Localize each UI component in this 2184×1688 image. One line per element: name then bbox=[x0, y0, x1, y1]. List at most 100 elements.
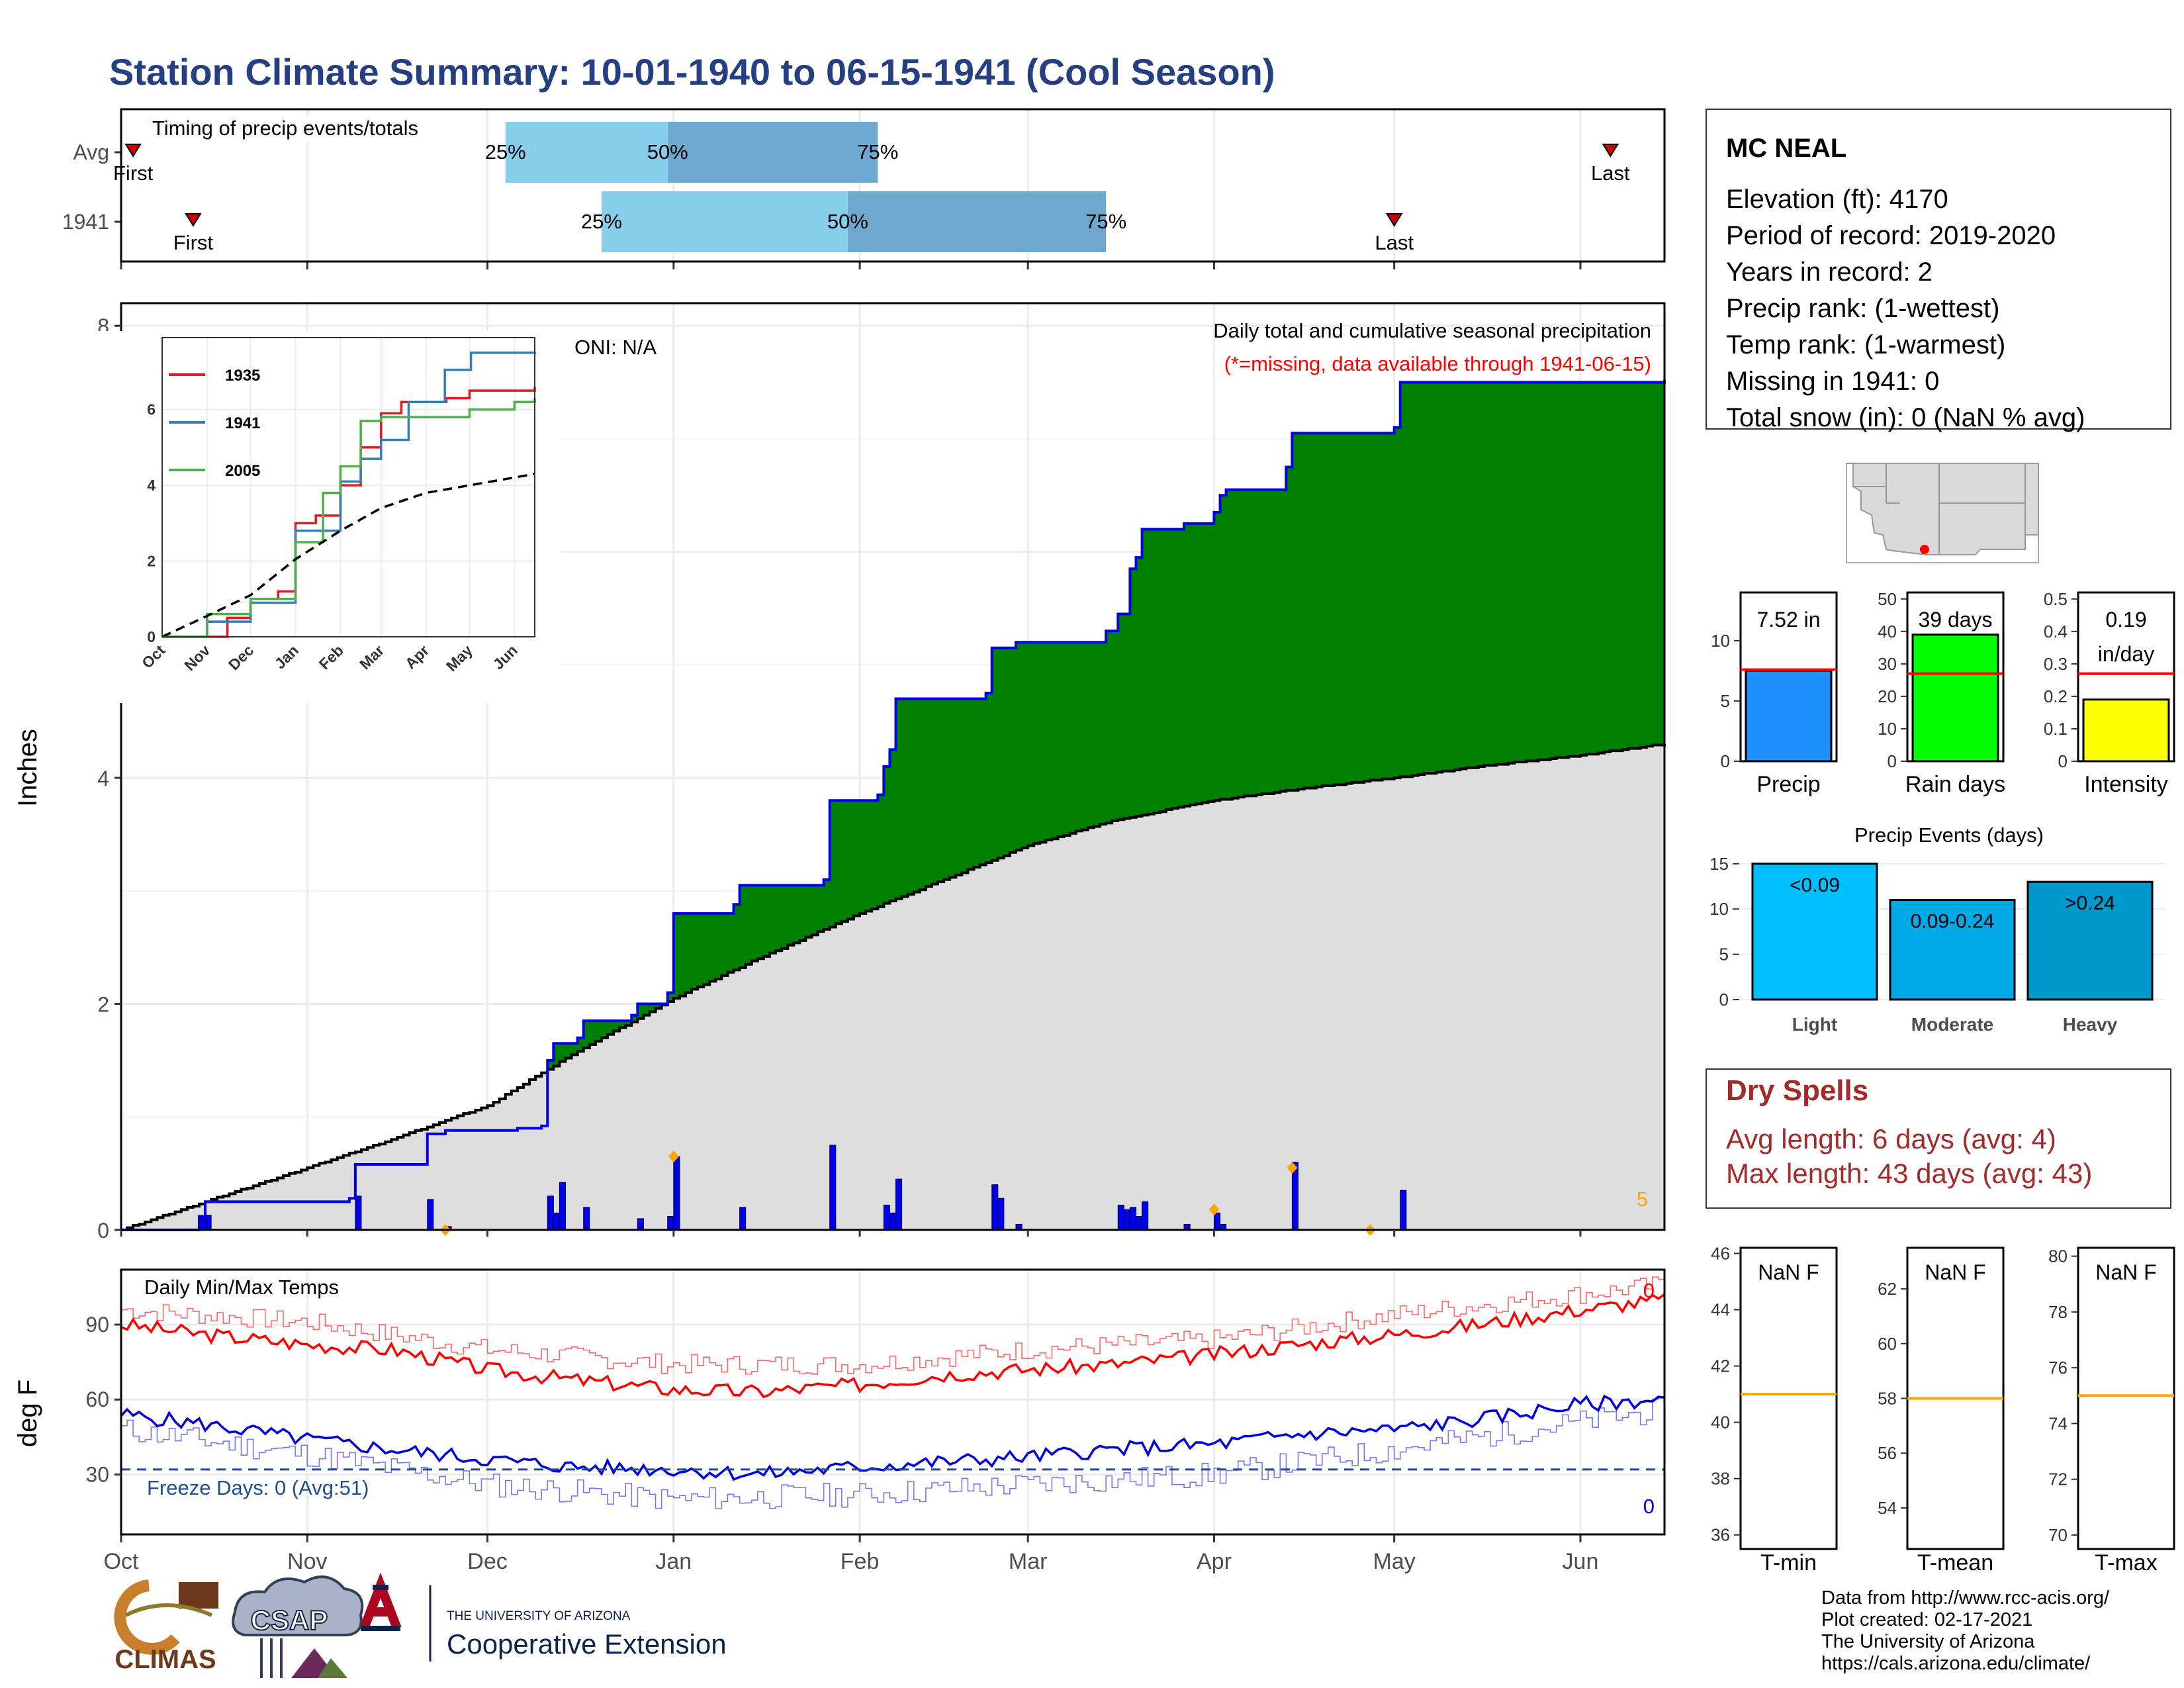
summary-tick-label: 5 bbox=[1721, 691, 1730, 711]
timing-row-label: 1941 bbox=[62, 210, 109, 234]
above-average-fill bbox=[1340, 433, 1347, 785]
summary-tick-label: 0.2 bbox=[2044, 686, 2068, 706]
above-average-fill bbox=[1574, 382, 1581, 757]
above-average-fill bbox=[1202, 523, 1208, 803]
events-tick-label: 5 bbox=[1719, 945, 1729, 964]
above-average-fill bbox=[1304, 433, 1311, 788]
event-bar-name: Heavy bbox=[2063, 1014, 2118, 1035]
above-average-fill bbox=[1454, 382, 1461, 771]
above-average-fill bbox=[1424, 382, 1431, 774]
precip-events-panel: Precip Events (days) 0 5 10 15 <0.09 Light 0.0… bbox=[1709, 823, 2165, 1035]
summary-tick-label: 0.3 bbox=[2044, 654, 2068, 674]
above-average-fill bbox=[854, 800, 860, 916]
temp-y-label: 30 bbox=[85, 1462, 109, 1486]
above-average-fill bbox=[1009, 647, 1017, 853]
inset-plot-area bbox=[162, 338, 535, 637]
above-average-fill bbox=[619, 1021, 626, 1028]
csap-logo-text: CSAP bbox=[251, 1605, 328, 1636]
events-title: Precip Events (days) bbox=[1854, 823, 2044, 847]
above-average-fill bbox=[956, 698, 962, 875]
above-average-fill bbox=[889, 749, 897, 902]
above-average-fill bbox=[1406, 382, 1413, 777]
average-cumulative-line bbox=[121, 743, 1666, 1231]
footer-plot-created: Plot created: 02-17-2021 bbox=[1821, 1609, 2032, 1630]
events-tick-label: 0 bbox=[1719, 990, 1729, 1009]
page-title: Station Climate Summary: 10-01-1940 to 0… bbox=[109, 51, 1275, 93]
above-average-fill bbox=[1538, 382, 1545, 760]
above-average-fill bbox=[1160, 529, 1167, 812]
above-average-fill bbox=[1274, 489, 1281, 793]
above-average-fill bbox=[751, 885, 758, 961]
above-average-fill bbox=[878, 794, 884, 907]
above-average-fill bbox=[895, 698, 903, 899]
max-temp-line bbox=[120, 1293, 1666, 1399]
temp-summary-panel: NaN F 36 38 40 42 44 46 T-min NaN F 54 56 58 60 62 T-m… bbox=[1711, 1244, 2175, 1575]
above-average-fill bbox=[1508, 382, 1515, 763]
above-average-fill bbox=[974, 698, 981, 867]
summary-value-label: in/day bbox=[2098, 642, 2154, 666]
above-average-fill bbox=[1178, 529, 1185, 808]
station-elevation: Elevation (ft): 4170 bbox=[1726, 185, 1948, 214]
summary-tick-label: 0 bbox=[2058, 751, 2068, 771]
timing-q50-label: 50% bbox=[827, 210, 868, 233]
events-tick-label: 15 bbox=[1709, 854, 1729, 874]
above-average-fill bbox=[1052, 642, 1059, 839]
summary-tick-label: 0 bbox=[1721, 751, 1730, 771]
event-bar-name: Moderate bbox=[1911, 1014, 1993, 1035]
above-average-fill bbox=[698, 913, 704, 987]
above-average-fill bbox=[1250, 489, 1257, 796]
above-average-fill bbox=[565, 1043, 572, 1058]
daily-precip-bar bbox=[829, 1145, 837, 1231]
y-tick-label: 2 bbox=[97, 993, 109, 1017]
first-event-marker bbox=[124, 144, 142, 158]
above-average-fill bbox=[985, 693, 993, 863]
above-average-fill bbox=[1130, 569, 1137, 818]
above-average-fill bbox=[1658, 382, 1665, 745]
above-average-fill bbox=[1046, 642, 1053, 840]
min-temp-line bbox=[120, 1394, 1665, 1481]
above-average-fill bbox=[1334, 433, 1341, 785]
above-average-fill bbox=[727, 913, 735, 972]
above-average-fill bbox=[811, 885, 819, 935]
above-average-fill bbox=[1400, 382, 1407, 777]
event-bar bbox=[2026, 880, 2154, 1001]
summary-tick-label: 20 bbox=[1878, 686, 1897, 706]
above-average-fill bbox=[1634, 382, 1641, 749]
above-average-fill bbox=[1628, 382, 1635, 749]
temp-box-name: T-min bbox=[1760, 1550, 1817, 1575]
above-average-fill bbox=[769, 885, 776, 953]
above-average-fill bbox=[1556, 382, 1563, 758]
above-average-fill bbox=[1382, 433, 1389, 779]
above-average-fill bbox=[1100, 642, 1107, 825]
station-period: Period of record: 2019-2020 bbox=[1726, 221, 2056, 250]
above-average-fill bbox=[835, 800, 842, 924]
above-average-fill bbox=[1069, 642, 1077, 833]
above-average-fill bbox=[1562, 382, 1569, 758]
temp-box-name: T-max bbox=[2095, 1550, 2157, 1575]
above-average-fill bbox=[679, 913, 686, 996]
temp-box-tick-label: 70 bbox=[2048, 1525, 2068, 1545]
daily-precip-bar bbox=[553, 1212, 560, 1231]
above-average-fill bbox=[643, 1004, 651, 1015]
above-average-fill bbox=[841, 800, 848, 921]
last-event-label: Last bbox=[1591, 162, 1630, 185]
daily-precip-bar bbox=[1400, 1190, 1407, 1231]
event-bar bbox=[1889, 899, 2016, 1001]
summary-tick-label: 0.1 bbox=[2044, 719, 2068, 739]
above-average-fill bbox=[1550, 382, 1557, 759]
inset-y-label: 4 bbox=[147, 477, 156, 494]
summary-value-label: 7.52 in bbox=[1756, 608, 1820, 632]
timing-q75-label: 75% bbox=[857, 140, 898, 164]
above-average-fill bbox=[1412, 382, 1419, 776]
month-label: Nov bbox=[287, 1549, 327, 1574]
above-average-fill bbox=[1646, 382, 1653, 747]
above-average-fill bbox=[1610, 382, 1617, 751]
daily-precip-bar bbox=[427, 1199, 434, 1231]
above-average-fill bbox=[1586, 382, 1593, 755]
ua-big-text: Cooperative Extension bbox=[447, 1628, 727, 1660]
timing-q75-label: 75% bbox=[1085, 210, 1126, 233]
daily-precip-bar bbox=[673, 1156, 680, 1231]
above-average-fill bbox=[1124, 614, 1131, 819]
summary-tick-label: 0.5 bbox=[2044, 589, 2068, 609]
above-average-fill bbox=[1472, 382, 1479, 768]
